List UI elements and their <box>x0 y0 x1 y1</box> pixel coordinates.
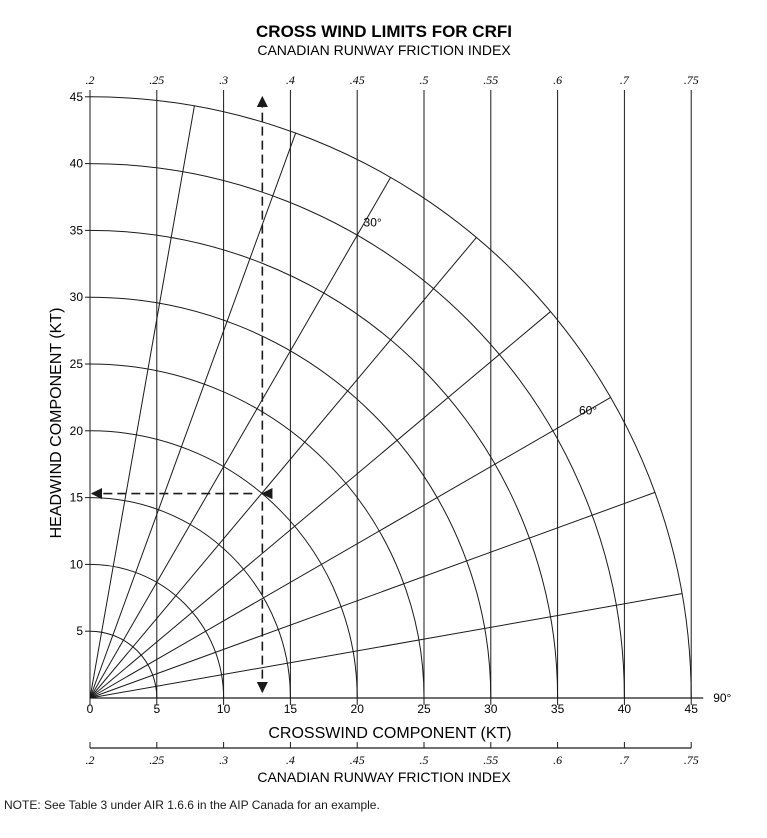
y-axis-label: HEADWIND COMPONENT (KT) <box>48 308 65 539</box>
wind-speed-arc <box>89 229 559 699</box>
angle-line <box>89 177 392 699</box>
crfi-top-tick-label: .25 <box>149 73 164 87</box>
x-tick-label: 30 <box>484 702 498 716</box>
crfi-bottom-tick-label: .55 <box>483 753 498 767</box>
chart-title: CROSS WIND LIMITS FOR CRFI <box>256 22 512 41</box>
x-tick-label: 40 <box>618 702 632 716</box>
crfi-bottom-tick-label: .6 <box>553 753 562 767</box>
crfi-bottom-tick-label: .2 <box>86 753 95 767</box>
y-tick-label: 25 <box>70 357 84 371</box>
crfi-top-tick-label: .2 <box>86 73 95 87</box>
chart-subtitle: CANADIAN RUNWAY FRICTION INDEX <box>257 42 511 58</box>
x-axis-label: CROSSWIND COMPONENT (KT) <box>268 725 511 742</box>
crfi-bottom-tick-label: .7 <box>620 753 630 767</box>
crfi-top-tick-label: .6 <box>553 73 562 87</box>
y-tick-label: 30 <box>70 290 84 304</box>
crfi-top-tick-label: .45 <box>350 73 365 87</box>
wind-speed-arc <box>89 430 358 699</box>
crfi-top-tick-label: .75 <box>684 73 699 87</box>
x-tick-label: 0 <box>87 702 94 716</box>
x-tick-label: 25 <box>417 702 431 716</box>
y-tick-label: 45 <box>70 90 84 104</box>
crfi-top-tick-label: .7 <box>620 73 630 87</box>
wind-speed-arc <box>89 296 492 699</box>
wind-speed-arc <box>89 163 625 699</box>
crfi-top-tick-label: .55 <box>483 73 498 87</box>
angle-label: 30° <box>364 215 382 229</box>
y-tick-label: 40 <box>70 157 84 171</box>
crfi-bottom-tick-label: .5 <box>420 753 429 767</box>
angle-label: 60° <box>579 403 597 417</box>
angle-line <box>89 311 551 699</box>
crfi-top-tick-label: .4 <box>286 73 295 87</box>
x-tick-label: 10 <box>217 702 231 716</box>
x-tick-label: 20 <box>351 702 365 716</box>
crfi-bottom-tick-label: .75 <box>684 753 699 767</box>
x-tick-label: 5 <box>153 702 160 716</box>
y-tick-label: 15 <box>70 491 84 505</box>
angle-label: 90° <box>713 691 731 705</box>
angle-line <box>89 593 683 699</box>
crfi-top-tick-label: .5 <box>420 73 429 87</box>
wind-speed-arc <box>89 497 291 699</box>
wind-speed-arc <box>89 563 225 699</box>
wind-speed-arc <box>89 96 692 699</box>
crfi-bottom-tick-label: .45 <box>350 753 365 767</box>
y-tick-label: 35 <box>70 223 84 237</box>
crfi-bottom-tick-label: .4 <box>286 753 295 767</box>
angle-line <box>89 132 297 699</box>
secondary-x-axis-label: CANADIAN RUNWAY FRICTION INDEX <box>257 769 511 785</box>
wind-speed-arc <box>89 363 425 699</box>
angle-line <box>89 105 195 699</box>
x-tick-label: 15 <box>284 702 298 716</box>
y-tick-label: 20 <box>70 424 84 438</box>
crfi-bottom-tick-label: .3 <box>219 753 228 767</box>
x-tick-label: 35 <box>551 702 565 716</box>
footnote: NOTE: See Table 3 under AIR 1.6.6 in the… <box>4 798 380 812</box>
y-tick-label: 10 <box>70 557 84 571</box>
plot-area: 30° 60° 90° 5 10 15 20 25 30 35 40 45 0 5 10 15 20 25 30 35… <box>70 73 732 767</box>
crfi-top-tick-label: .3 <box>219 73 228 87</box>
angle-line <box>89 396 611 699</box>
x-tick-label: 45 <box>685 702 699 716</box>
angle-line <box>89 237 477 699</box>
y-tick-label: 5 <box>76 624 83 638</box>
wind-speed-arc <box>89 630 158 699</box>
crfi-bottom-tick-label: .25 <box>149 753 164 767</box>
angle-line <box>89 491 656 699</box>
